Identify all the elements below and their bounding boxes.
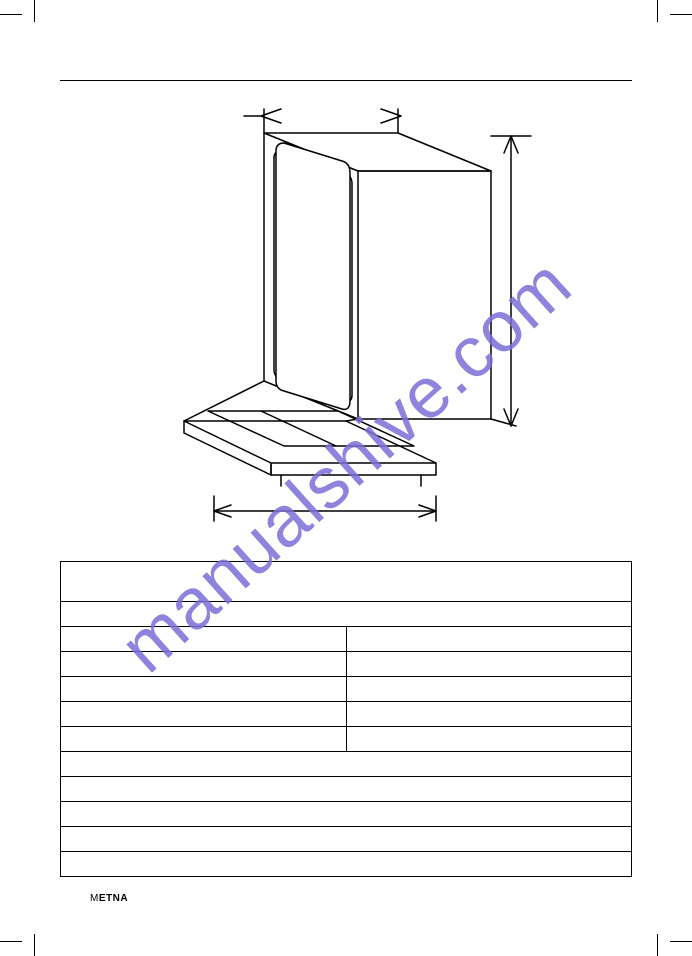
table-cell <box>61 852 632 877</box>
crop-mark <box>657 0 658 22</box>
table-cell <box>346 702 632 727</box>
table-row <box>61 777 632 802</box>
table-cell <box>61 752 632 777</box>
table-cell <box>346 727 632 752</box>
table-row <box>61 802 632 827</box>
page-content: METNA <box>60 40 632 906</box>
logo-text: ETNA <box>99 893 128 904</box>
table-cell <box>61 802 632 827</box>
table-cell <box>346 627 632 652</box>
crop-mark <box>670 14 692 15</box>
table-cell <box>61 627 347 652</box>
header-rule <box>60 80 632 81</box>
table-row <box>61 652 632 677</box>
crop-mark <box>34 934 35 956</box>
crop-mark <box>0 941 22 942</box>
table-cell <box>346 677 632 702</box>
crop-mark <box>34 0 35 22</box>
table-cell <box>61 562 632 602</box>
logo-prefix: M <box>90 893 99 904</box>
table-row <box>61 852 632 877</box>
table-row <box>61 677 632 702</box>
table-cell <box>61 602 632 627</box>
table-cell <box>61 677 347 702</box>
table-row <box>61 727 632 752</box>
table-row <box>61 827 632 852</box>
table-cell <box>61 777 632 802</box>
table-cell <box>61 727 347 752</box>
table-cell <box>61 652 347 677</box>
table-cell <box>61 827 632 852</box>
dishwasher-diagram <box>136 101 556 531</box>
crop-mark <box>670 941 692 942</box>
table-row <box>61 562 632 602</box>
table-row <box>61 602 632 627</box>
brand-logo: METNA <box>90 893 128 904</box>
table-row <box>61 752 632 777</box>
table-row <box>61 627 632 652</box>
crop-mark <box>0 14 22 15</box>
table-cell <box>61 702 347 727</box>
crop-mark <box>657 934 658 956</box>
table-row <box>61 702 632 727</box>
table-cell <box>346 652 632 677</box>
specifications-table <box>60 561 632 877</box>
